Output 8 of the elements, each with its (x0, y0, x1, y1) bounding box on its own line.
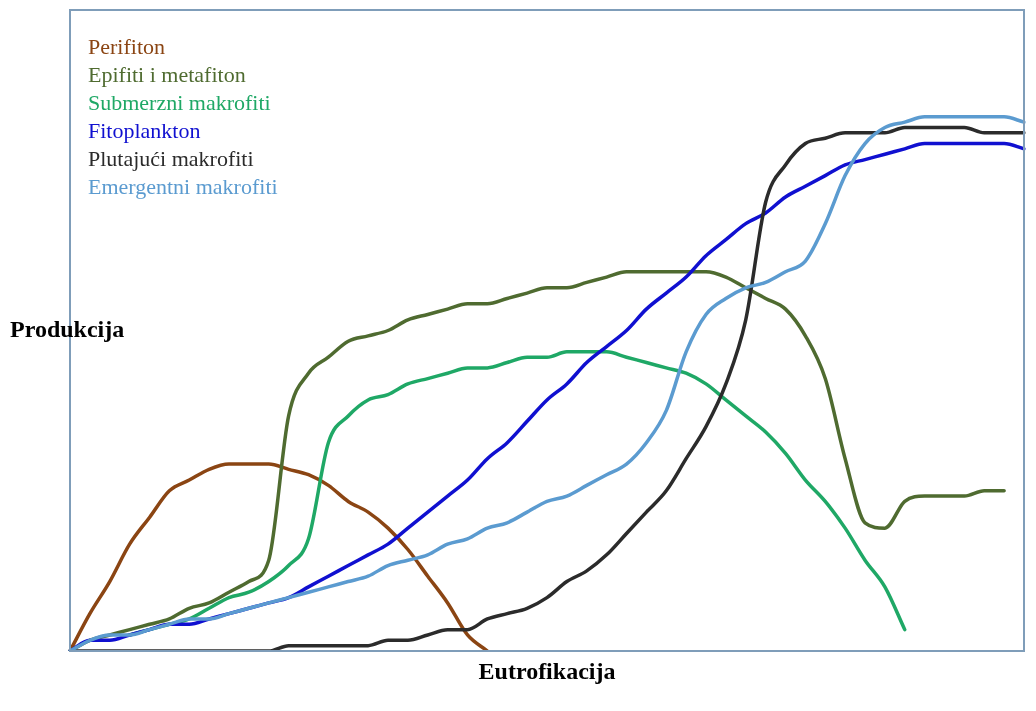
text: Submerzni makrofiti (88, 89, 271, 115)
x-axis-title: Eutrofikacija (478, 658, 616, 685)
text: Plutajući makrofiti (88, 145, 254, 171)
text: Fitoplankton (88, 117, 201, 143)
text: Perifiton (88, 33, 165, 59)
y-axis-title: Produkcija (10, 315, 125, 342)
text: Epifiti i metafiton (88, 61, 246, 87)
text: Emergentni makrofiti (88, 173, 278, 199)
